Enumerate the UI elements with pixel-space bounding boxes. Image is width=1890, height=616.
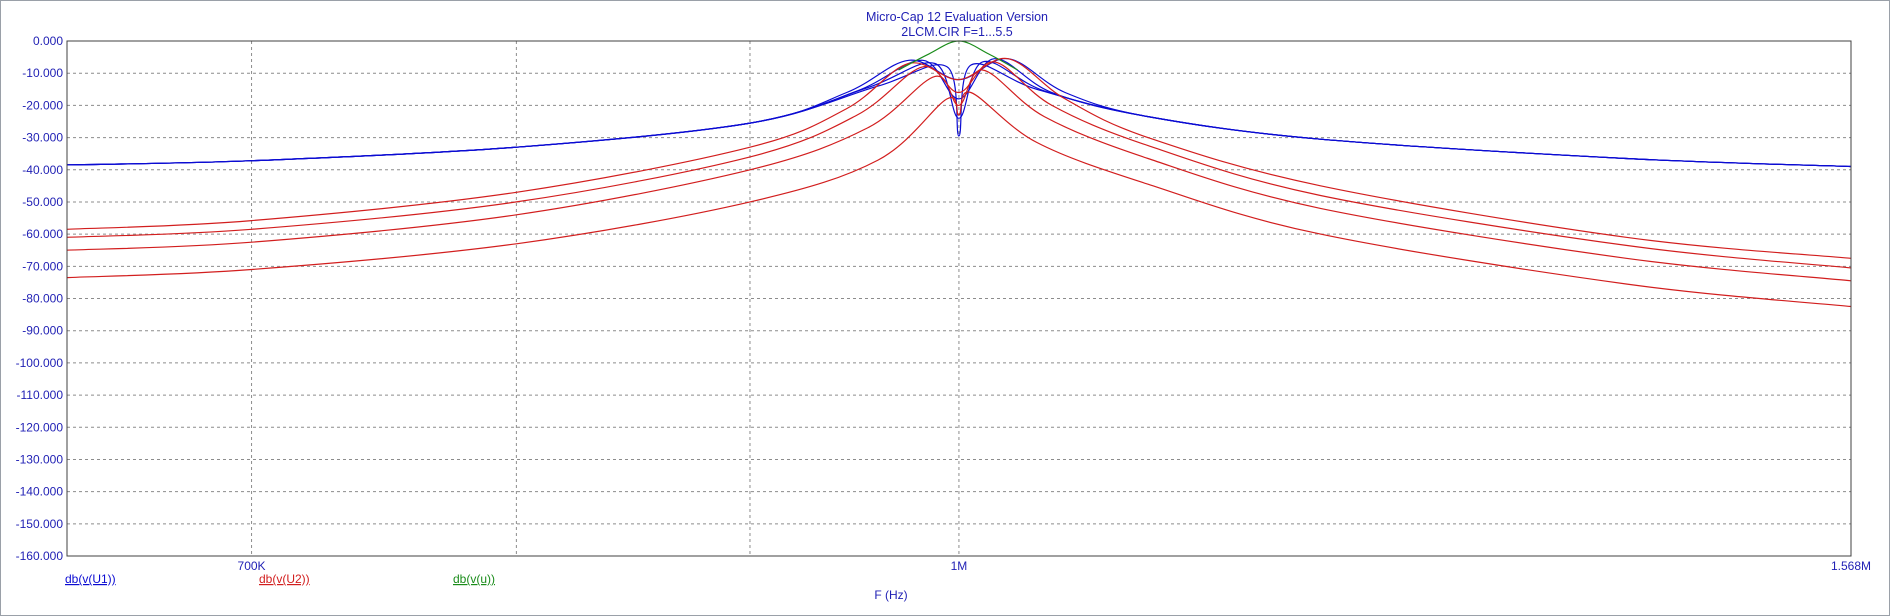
chart-title: Micro-Cap 12 Evaluation Version 2LCM.CIR… bbox=[866, 10, 1048, 39]
y-tick-label: -90.000 bbox=[22, 324, 63, 338]
series-line-u2-4 bbox=[66, 58, 1852, 259]
y-tick-label: -160.000 bbox=[16, 549, 64, 563]
y-tick-label: -110.000 bbox=[17, 388, 64, 402]
y-tick-label: -40.000 bbox=[22, 163, 63, 177]
y-tick-label: -70.000 bbox=[22, 259, 63, 273]
y-tick-label: -10.000 bbox=[22, 66, 63, 80]
chart-title-line-2: 2LCM.CIR F=1...5.5 bbox=[901, 25, 1013, 39]
series-line-u2-5 bbox=[66, 61, 1852, 269]
legend-item[interactable]: db(v(u)) bbox=[453, 572, 495, 586]
y-tick-label: -80.000 bbox=[22, 292, 63, 306]
y-tick-label: -100.000 bbox=[16, 356, 64, 370]
legend-item[interactable]: db(v(U1)) bbox=[65, 572, 116, 586]
series-line-u1-3 bbox=[66, 63, 1852, 168]
y-tick-label: -120.000 bbox=[16, 420, 64, 434]
series-group bbox=[66, 40, 1852, 308]
grid bbox=[67, 41, 1851, 556]
x-tick-label: 1.568M bbox=[1831, 559, 1871, 573]
y-tick-label: 0.000 bbox=[33, 34, 63, 48]
y-tick-label: -130.000 bbox=[16, 452, 64, 466]
y-tick-label: -140.000 bbox=[16, 485, 64, 499]
x-axis-ticks: 700K 1M 1.568M bbox=[238, 559, 1871, 573]
legend[interactable]: db(v(U1)) db(v(U2)) db(v(u)) bbox=[65, 572, 495, 586]
chart-title-line-1: Micro-Cap 12 Evaluation Version bbox=[866, 10, 1048, 24]
series-line-u2-7 bbox=[66, 91, 1852, 308]
series-line-u2-6 bbox=[66, 69, 1852, 282]
y-tick-label: -150.000 bbox=[16, 517, 64, 531]
x-axis-label: F (Hz) bbox=[874, 588, 907, 602]
y-tick-label: -60.000 bbox=[22, 227, 63, 241]
y-tick-label: -30.000 bbox=[22, 131, 63, 145]
x-tick-label: 1M bbox=[951, 559, 968, 573]
y-tick-label: -20.000 bbox=[22, 98, 63, 112]
plot-area-border bbox=[66, 40, 1852, 557]
x-tick-label: 700K bbox=[238, 559, 266, 573]
legend-item[interactable]: db(v(U2)) bbox=[259, 572, 310, 586]
y-axis-ticks: 0.000 -10.000 -20.000 -30.000 -40.000 -50.000… bbox=[16, 34, 64, 563]
y-tick-label: -50.000 bbox=[22, 195, 63, 209]
